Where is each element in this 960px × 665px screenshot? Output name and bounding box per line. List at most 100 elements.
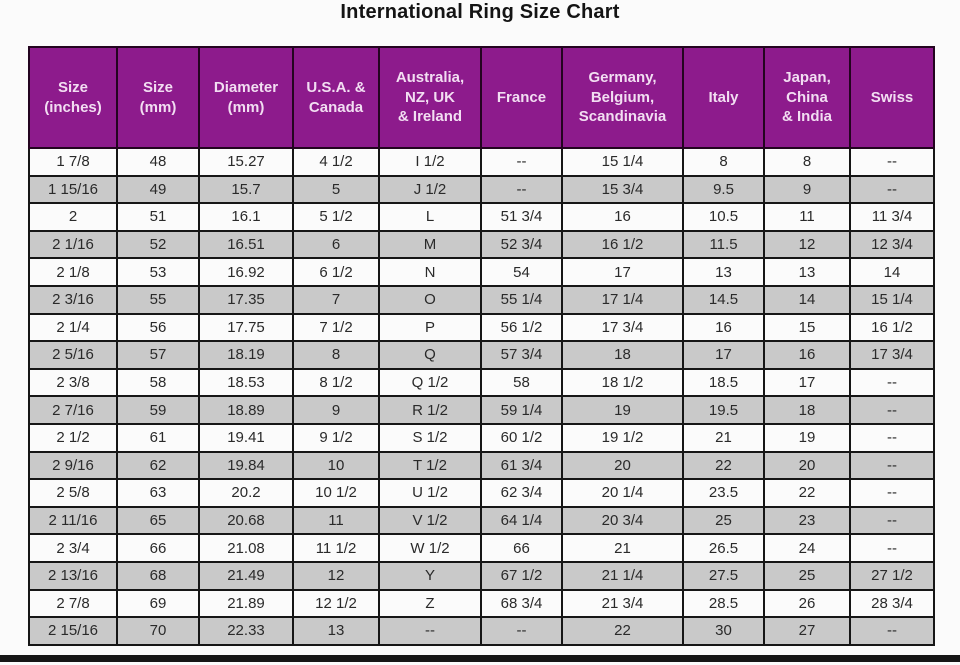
table-cell: 10 (292, 450, 380, 481)
table-cell: Q (378, 340, 482, 370)
table-cell: 22 (561, 616, 684, 646)
table-cell: U 1/2 (378, 478, 482, 508)
table-cell: -- (849, 422, 935, 453)
column-header: Size (inches) (28, 46, 118, 149)
table-cell: 18.19 (198, 340, 294, 370)
table-cell: 17 3/4 (561, 312, 684, 343)
table-cell: J 1/2 (378, 174, 482, 205)
table-cell: 20.2 (198, 478, 294, 508)
table-row: 2 1/2 61 19.41 9 1/2 S 1/2 60 1/2 19 1/2 21 19 -- (28, 422, 935, 453)
table-cell: 9 (292, 395, 380, 425)
table-cell: 7 (292, 284, 380, 315)
table-cell: -- (378, 616, 482, 646)
table-row: 2 5/16 57 18.19 8 Q 57 3/4 18 17 16 17 3/4 (28, 340, 935, 370)
table-row: 2 15/16 70 22.33 13 -- -- 22 30 27 -- (28, 616, 935, 646)
table-cell: 9 1/2 (292, 422, 380, 453)
table-cell: 4 1/2 (292, 147, 380, 177)
table-row: 2 1/4 56 17.75 7 1/2 P 56 1/2 17 3/4 16 15 16 1/2 (28, 312, 935, 343)
table-cell: 2 13/16 (28, 560, 118, 591)
table-cell: 20 3/4 (561, 505, 684, 536)
table-cell: 12 (763, 229, 851, 260)
table-cell: 20 (561, 450, 684, 481)
table-cell: 30 (682, 616, 765, 646)
table-cell: 19.5 (682, 395, 765, 425)
table-cell: 54 (480, 257, 563, 287)
table-cell: 65 (116, 505, 200, 536)
ring-size-chart: Size (inches) Size (mm) Diameter (mm) U.S.A… (28, 46, 935, 646)
table-cell: 15 3/4 (561, 174, 684, 205)
table-cell: 1 15/16 (28, 174, 118, 205)
table-cell: 55 (116, 284, 200, 315)
table-row: 2 3/8 58 18.53 8 1/2 Q 1/2 58 18 1/2 18.5 17 -- (28, 367, 935, 398)
table-cell: 57 (116, 340, 200, 370)
table-cell: 16 1/2 (561, 229, 684, 260)
table-cell: 52 (116, 229, 200, 260)
table-cell: V 1/2 (378, 505, 482, 536)
table-cell: 2 9/16 (28, 450, 118, 481)
table-cell: 17 (682, 340, 765, 370)
table-cell: Z (378, 588, 482, 619)
table-cell: 16 1/2 (849, 312, 935, 343)
table-cell: -- (480, 147, 563, 177)
table-cell: 66 (116, 533, 200, 563)
table-header-row: Size (inches) Size (mm) Diameter (mm) U.S.A… (28, 46, 935, 149)
table-cell: 21 (682, 422, 765, 453)
table-cell: 18.89 (198, 395, 294, 425)
table-cell: 16.51 (198, 229, 294, 260)
table-cell: 28 3/4 (849, 588, 935, 619)
table-row: 2 1/8 53 16.92 6 1/2 N 54 17 13 13 14 (28, 257, 935, 287)
table-row: 1 7/8 48 15.27 4 1/2 I 1/2 -- 15 1/4 8 8 -- (28, 147, 935, 177)
column-header: Diameter (mm) (198, 46, 294, 149)
table-cell: W 1/2 (378, 533, 482, 563)
table-cell: 49 (116, 174, 200, 205)
table-cell: -- (849, 478, 935, 508)
table-cell: 20 1/4 (561, 478, 684, 508)
table-cell: 17.35 (198, 284, 294, 315)
table-cell: 2 3/4 (28, 533, 118, 563)
table-cell: 59 (116, 395, 200, 425)
table-cell: 18 1/2 (561, 367, 684, 398)
table-cell: 11 1/2 (292, 533, 380, 563)
table-cell: 69 (116, 588, 200, 619)
column-header: Japan, China & India (763, 46, 851, 149)
table-cell: 21.89 (198, 588, 294, 619)
table-cell: L (378, 202, 482, 232)
table-row: 2 3/16 55 17.35 7 O 55 1/4 17 1/4 14.5 14 15 1/4 (28, 284, 935, 315)
table-cell: -- (480, 174, 563, 205)
table-cell: 8 (763, 147, 851, 177)
table-cell: 15 1/4 (561, 147, 684, 177)
table-cell: 7 1/2 (292, 312, 380, 343)
table-cell: 26 (763, 588, 851, 619)
table-cell: -- (849, 450, 935, 481)
table-cell: 64 1/4 (480, 505, 563, 536)
column-header: Size (mm) (116, 46, 200, 149)
table-cell: 51 3/4 (480, 202, 563, 232)
table-cell: -- (849, 147, 935, 177)
table-cell: Q 1/2 (378, 367, 482, 398)
table-cell: P (378, 312, 482, 343)
table-cell: 25 (763, 560, 851, 591)
table-cell: 19 (763, 422, 851, 453)
table-cell: M (378, 229, 482, 260)
table-cell: T 1/2 (378, 450, 482, 481)
table-cell: 14 (763, 284, 851, 315)
table-row: 2 1/16 52 16.51 6 M 52 3/4 16 1/2 11.5 12 12 3/4 (28, 229, 935, 260)
table-cell: 27.5 (682, 560, 765, 591)
table-cell: 19 (561, 395, 684, 425)
table-cell: 24 (763, 533, 851, 563)
table-cell: -- (849, 174, 935, 205)
table-cell: 14 (849, 257, 935, 287)
bottom-divider (0, 655, 960, 662)
table-cell: 9 (763, 174, 851, 205)
table-cell: R 1/2 (378, 395, 482, 425)
table-cell: 21 (561, 533, 684, 563)
table-cell: 21 3/4 (561, 588, 684, 619)
table-cell: 17.75 (198, 312, 294, 343)
table-cell: 15 1/4 (849, 284, 935, 315)
table-cell: 2 1/2 (28, 422, 118, 453)
column-header: Swiss (849, 46, 935, 149)
table-cell: 58 (480, 367, 563, 398)
table-cell: -- (849, 616, 935, 646)
table-cell: 10.5 (682, 202, 765, 232)
table-cell: 20.68 (198, 505, 294, 536)
